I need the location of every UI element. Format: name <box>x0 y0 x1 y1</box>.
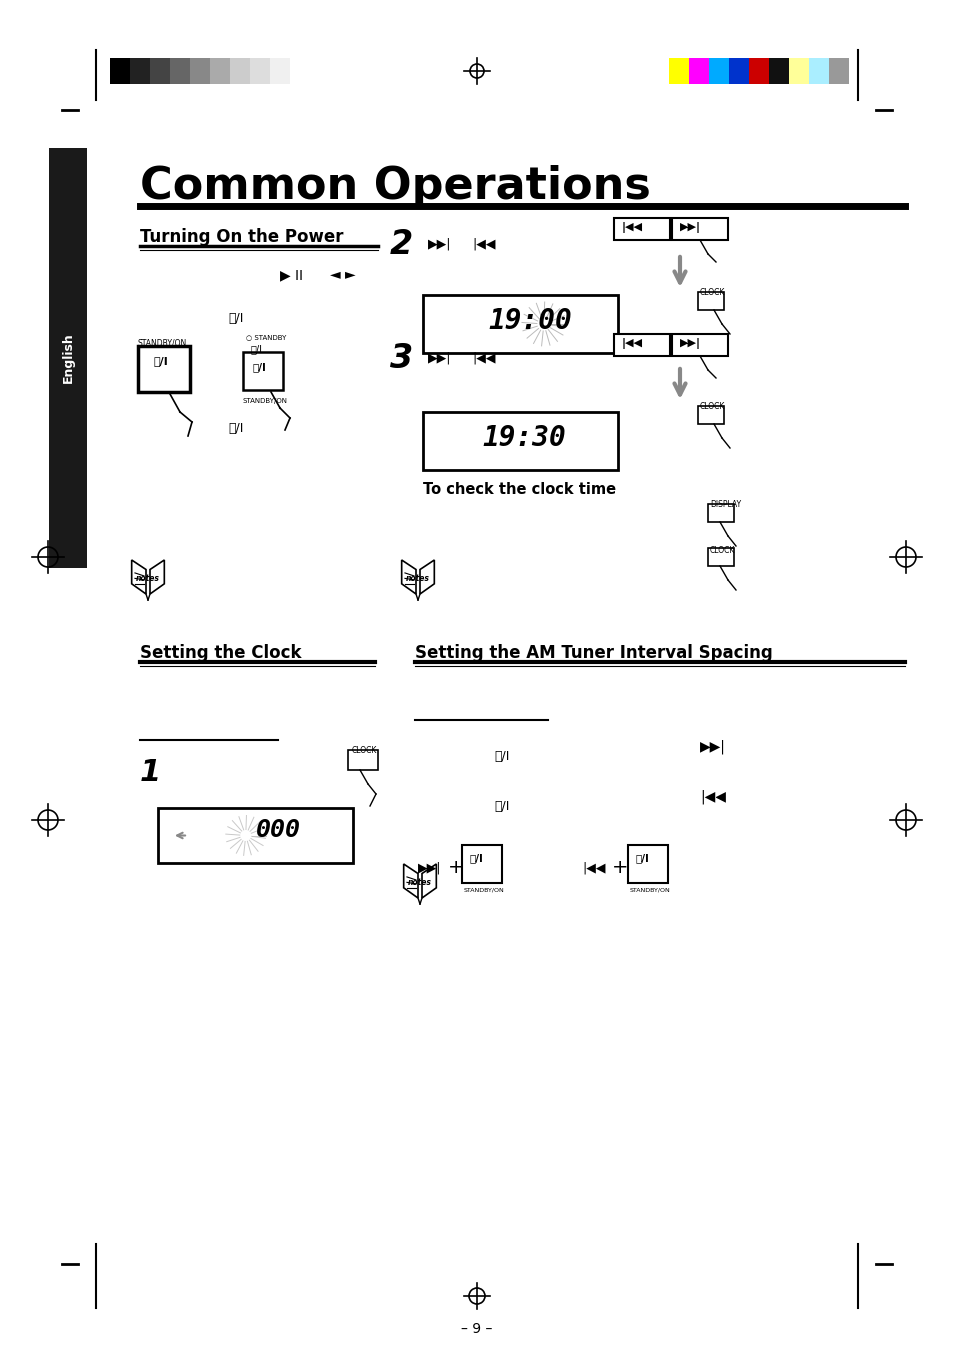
Text: STANDBY/ON: STANDBY/ON <box>138 338 187 347</box>
Bar <box>728 58 748 84</box>
Text: ⏽/I: ⏽/I <box>494 750 509 763</box>
Bar <box>671 218 727 241</box>
Bar <box>788 58 808 84</box>
Text: STANDBY/ON: STANDBY/ON <box>629 888 670 894</box>
Bar <box>150 58 170 84</box>
Text: ▶▶|: ▶▶| <box>700 740 725 754</box>
Bar <box>190 58 210 84</box>
Bar <box>130 58 150 84</box>
Text: Turning On the Power: Turning On the Power <box>140 228 343 246</box>
Bar <box>210 58 230 84</box>
Text: CLOCK: CLOCK <box>709 546 735 556</box>
Text: |◀◀: |◀◀ <box>472 237 495 250</box>
Text: STANDBY/ON: STANDBY/ON <box>463 888 504 894</box>
Text: ⏽/I: ⏽/I <box>470 853 483 863</box>
Bar <box>243 352 283 389</box>
Text: |◀◀: |◀◀ <box>472 352 495 365</box>
Bar <box>668 58 688 84</box>
Text: English: English <box>61 333 74 384</box>
Bar <box>627 845 667 883</box>
Text: DISPLAY: DISPLAY <box>709 500 740 508</box>
Text: |◀◀: |◀◀ <box>700 790 725 804</box>
Bar <box>708 58 728 84</box>
Text: Setting the AM Tuner Interval Spacing: Setting the AM Tuner Interval Spacing <box>415 644 772 662</box>
Text: 19:00: 19:00 <box>488 307 572 335</box>
Text: CLOCK: CLOCK <box>700 402 724 411</box>
Text: ⏽/I: ⏽/I <box>228 312 243 324</box>
Text: ◄ ►: ◄ ► <box>330 268 355 283</box>
Text: 3: 3 <box>390 342 413 375</box>
Text: notes: notes <box>406 575 430 583</box>
Text: ▶▶|: ▶▶| <box>417 863 441 875</box>
Text: notes: notes <box>408 879 432 887</box>
Text: STANDBY/ON: STANDBY/ON <box>243 397 288 404</box>
Text: 1: 1 <box>140 758 161 787</box>
Bar <box>808 58 828 84</box>
Bar <box>158 808 353 863</box>
Bar <box>250 58 270 84</box>
Bar <box>707 504 733 522</box>
Bar <box>698 406 723 425</box>
Text: notes: notes <box>136 575 160 583</box>
Bar <box>422 412 618 470</box>
Bar <box>49 147 87 568</box>
Text: ⏽/I: ⏽/I <box>153 356 169 366</box>
Text: ⏽/I: ⏽/I <box>636 853 649 863</box>
Text: CLOCK: CLOCK <box>352 746 377 754</box>
Text: |◀◀: |◀◀ <box>621 338 642 349</box>
Text: ▶▶|: ▶▶| <box>679 222 700 233</box>
Text: ▶▶|: ▶▶| <box>428 352 451 365</box>
Text: To check the clock time: To check the clock time <box>422 483 616 498</box>
Text: ⏽/I: ⏽/I <box>228 422 243 435</box>
Text: |◀◀: |◀◀ <box>621 222 642 233</box>
Text: 19:30: 19:30 <box>482 425 566 452</box>
Text: CLOCK: CLOCK <box>700 288 724 297</box>
Bar <box>748 58 768 84</box>
Text: – 9 –: – 9 – <box>461 1322 492 1336</box>
Bar <box>138 346 190 392</box>
Text: ▶▶|: ▶▶| <box>679 338 700 349</box>
Bar <box>671 334 727 356</box>
Text: ○ STANDBY: ○ STANDBY <box>246 334 286 339</box>
Bar <box>614 334 669 356</box>
Bar <box>461 845 501 883</box>
Text: 2: 2 <box>390 228 413 261</box>
Bar <box>170 58 190 84</box>
Bar <box>828 58 848 84</box>
Text: ▶ II: ▶ II <box>280 268 303 283</box>
Text: ⏽/I: ⏽/I <box>253 362 267 372</box>
Text: Setting the Clock: Setting the Clock <box>140 644 301 662</box>
Bar <box>422 295 618 353</box>
Text: +: + <box>448 859 464 877</box>
Text: |◀◀: |◀◀ <box>581 863 605 875</box>
Text: Common Operations: Common Operations <box>140 165 650 208</box>
Bar <box>270 58 290 84</box>
Text: +: + <box>612 859 628 877</box>
Bar <box>230 58 250 84</box>
Text: ▶▶|: ▶▶| <box>428 237 451 250</box>
Text: ⏽/I: ⏽/I <box>494 800 509 813</box>
Bar <box>614 218 669 241</box>
Text: ⏽/I: ⏽/I <box>251 343 263 354</box>
Bar <box>707 548 733 566</box>
Bar <box>348 750 377 771</box>
Bar <box>768 58 788 84</box>
Bar <box>110 58 130 84</box>
Bar <box>688 58 708 84</box>
Text: 000: 000 <box>256 818 301 842</box>
Bar <box>698 292 723 310</box>
